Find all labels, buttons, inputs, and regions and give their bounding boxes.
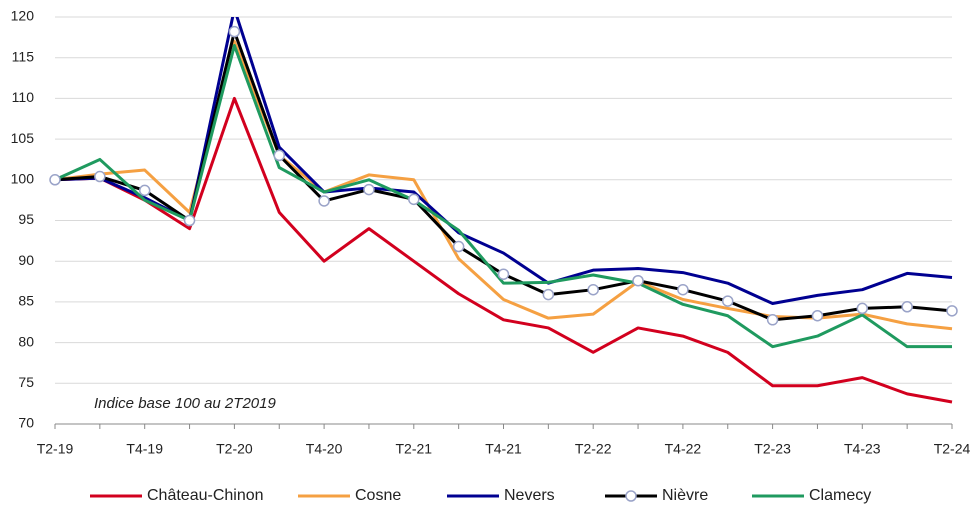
legend-label: Nevers: [504, 487, 555, 504]
point-marker: [856, 302, 869, 315]
series-line: [54, 17, 953, 306]
point-marker: [632, 274, 644, 287]
series-line: [54, 43, 952, 349]
point-marker: [318, 195, 330, 207]
x-tick-label: T2-23: [754, 441, 791, 457]
y-tick-label: 100: [11, 171, 35, 187]
legend-marker: [625, 490, 637, 502]
legend-label: Château-Chinon: [147, 487, 264, 504]
x-tick-label: T4-22: [665, 441, 702, 457]
point-marker: [811, 309, 824, 322]
point-marker: [946, 305, 958, 317]
x-tick-label: T2-20: [216, 441, 253, 457]
series-line: [54, 39, 953, 331]
point-marker: [452, 240, 465, 253]
y-tick-label: 90: [18, 252, 34, 268]
y-tick-label: 85: [18, 293, 34, 309]
x-tick-label: T2-21: [396, 441, 433, 457]
y-tick-label: 115: [12, 48, 35, 64]
y-tick-label: 110: [12, 89, 35, 105]
annotation: Indice base 100 au 2T2019: [94, 395, 276, 412]
x-tick-label: T2-22: [575, 441, 612, 457]
point-marker: [497, 268, 510, 280]
y-tick-label: 70: [18, 415, 34, 431]
series-line: [54, 96, 953, 404]
legend-label: Clamecy: [809, 487, 871, 504]
y-tick-label: 120: [11, 8, 35, 24]
point-marker: [363, 183, 375, 196]
point-marker: [587, 283, 599, 296]
point-marker: [542, 288, 555, 301]
point-marker: [228, 25, 241, 38]
point-marker: [94, 170, 106, 183]
legend-label: Nièvre: [662, 487, 708, 504]
y-tick-label: 105: [11, 130, 35, 146]
x-tick-label: T2-19: [37, 441, 74, 457]
point-marker: [273, 149, 285, 162]
x-tick-label: T4-23: [844, 441, 881, 457]
point-marker: [49, 174, 61, 186]
point-marker: [138, 184, 151, 197]
point-marker: [677, 283, 689, 296]
point-marker: [722, 295, 734, 307]
point-marker: [901, 301, 913, 313]
x-tick-label: T2-24: [934, 441, 971, 457]
point-marker: [408, 193, 420, 206]
x-tick-label: T4-19: [126, 441, 163, 457]
legend-label: Cosne: [355, 487, 401, 504]
x-tick-label: T4-20: [306, 441, 343, 457]
y-tick-label: 80: [18, 333, 34, 349]
point-marker: [183, 214, 196, 227]
point-marker: [766, 314, 779, 326]
y-tick-label: 75: [18, 374, 34, 390]
y-tick-label: 95: [18, 211, 34, 227]
x-tick-label: T4-21: [485, 441, 522, 457]
